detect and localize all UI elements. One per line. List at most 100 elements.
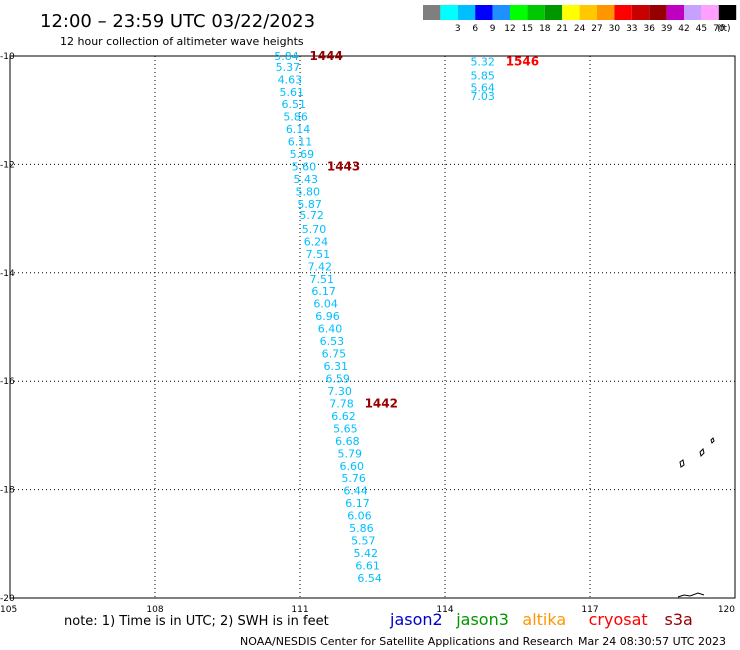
swh-value: 5.32 (470, 55, 495, 68)
legend-swatch (684, 5, 702, 20)
legend-bin-label: 15 (522, 24, 533, 34)
swh-value: 6.06 (347, 510, 372, 523)
swh-value: 6.60 (339, 460, 364, 473)
swh-value: 7.30 (327, 385, 352, 398)
swh-value: 5.86 (283, 111, 308, 124)
legend-swatch (701, 5, 719, 20)
swh-value: 5.72 (299, 209, 324, 222)
swh-value: 6.24 (304, 235, 329, 248)
generated-timestamp: Mar 24 08:30:57 UTC 2023 (578, 635, 726, 648)
y-tick-label: -10 (0, 52, 15, 62)
legend-swatch (631, 5, 650, 20)
legend-bin-label: 27 (591, 24, 602, 34)
swh-value: 5.84 (274, 50, 299, 63)
swh-value: 5.85 (470, 70, 495, 83)
swh-value: 6.40 (318, 323, 343, 336)
pass-time-label: 1546 (506, 54, 539, 68)
swh-value: 5.87 (297, 198, 322, 211)
y-tick-label: -16 (0, 377, 15, 387)
satellite-name: cryosat (589, 610, 648, 629)
y-tick-label: -20 (0, 594, 15, 604)
swh-value: 6.75 (322, 348, 347, 361)
swh-value: 6.31 (324, 360, 349, 373)
legend-swatch (492, 5, 510, 20)
swh-value: 6.14 (286, 123, 311, 136)
x-tick-label: 105 (0, 605, 17, 615)
swh-value: 6.04 (313, 298, 338, 311)
y-tick-label: -12 (0, 160, 15, 170)
legend-bin-label: 70 (713, 24, 725, 34)
wave-height-values: 5.845.374.635.616.515.866.146.115.695.60… (274, 50, 495, 585)
plot-border (9, 55, 736, 599)
legend-swatch (475, 5, 493, 20)
swh-value: 5.79 (338, 447, 363, 460)
swh-value: 5.61 (280, 86, 305, 99)
swh-value: 7.03 (470, 90, 495, 103)
x-tick-label: 108 (146, 605, 163, 615)
legend-swatch (457, 5, 476, 20)
swh-value: 6.44 (343, 485, 368, 498)
swh-value: 7.51 (310, 273, 335, 286)
legend-swatch (544, 5, 563, 20)
swh-value: 5.42 (353, 547, 378, 560)
swh-value: 6.17 (311, 285, 336, 298)
swh-value: 7.78 (329, 397, 354, 410)
pass-time-label: 1444 (309, 49, 342, 63)
legend-swatch (527, 5, 545, 20)
satellite-legend: jason2 jason3 altika cryosat s3a (389, 610, 693, 629)
units-note: note: 1) Time is in UTC; 2) SWH is in fe… (64, 614, 329, 629)
swh-value: 6.59 (325, 372, 350, 385)
y-tick-label: -14 (0, 269, 15, 279)
swh-value: 7.42 (308, 260, 333, 273)
swh-value: 6.62 (331, 410, 356, 423)
x-tick-label: 111 (291, 605, 308, 615)
swh-value: 5.86 (349, 522, 374, 535)
satellite-name: jason3 (455, 610, 509, 629)
island-2 (699, 448, 705, 457)
chart-title: 12:00 – 23:59 UTC 03/22/2023 (40, 11, 315, 32)
legend-bin-label: 12 (504, 24, 515, 34)
swh-value: 5.80 (295, 186, 320, 199)
swh-value: 5.57 (351, 535, 376, 548)
y-tick-label: -18 (0, 486, 15, 496)
swh-value: 5.69 (290, 148, 315, 161)
legend-swatch (718, 5, 737, 20)
swh-value: 6.68 (335, 435, 360, 448)
swh-value: 5.37 (276, 61, 301, 74)
legend-bin-label: 39 (661, 24, 673, 34)
legend-bin-label: 30 (609, 24, 621, 34)
swh-value: 6.51 (281, 98, 306, 111)
swh-value: 5.64 (470, 81, 495, 94)
x-tick-label: 120 (718, 605, 735, 615)
legend-unit: (ft) (717, 24, 731, 34)
legend-swatch (562, 5, 580, 20)
swh-value: 6.96 (315, 310, 340, 323)
swh-value: 5.70 (302, 223, 327, 236)
legend-bin-label: 36 (643, 24, 655, 34)
legend-bin-label: 42 (678, 24, 689, 34)
chart-subtitle: 12 hour collection of altimeter wave hei… (60, 35, 304, 48)
color-legend: 3 6 9 12 15 18 21 24 27 30 33 36 39 42 45 70(ft) (423, 5, 737, 34)
credit-text: NOAA/NESDIS Center for Satellite Applica… (240, 635, 573, 648)
legend-swatch (510, 5, 528, 20)
legend-bin-label: 3 (455, 24, 461, 34)
legend-bin-label: 9 (490, 24, 496, 34)
legend-bin-label: 45 (696, 24, 707, 34)
pass-time-label: 1442 (365, 396, 398, 410)
swh-value: 5.65 (333, 422, 358, 435)
swh-value: 7.51 (306, 248, 331, 261)
island-1 (679, 459, 685, 468)
legend-bin-label: 24 (574, 24, 586, 34)
swh-value: 6.53 (320, 335, 345, 348)
island-outlines (677, 437, 715, 598)
satellite-name: s3a (665, 610, 693, 629)
x-tick-label: 117 (581, 605, 598, 615)
legend-bin-label: 6 (472, 24, 478, 34)
island-3 (710, 437, 715, 444)
swh-value: 6.11 (288, 136, 313, 149)
swh-value: 4.63 (278, 73, 303, 86)
legend-bin-label: 33 (626, 24, 637, 34)
legend-swatch (597, 5, 615, 20)
legend-swatch (666, 5, 684, 20)
